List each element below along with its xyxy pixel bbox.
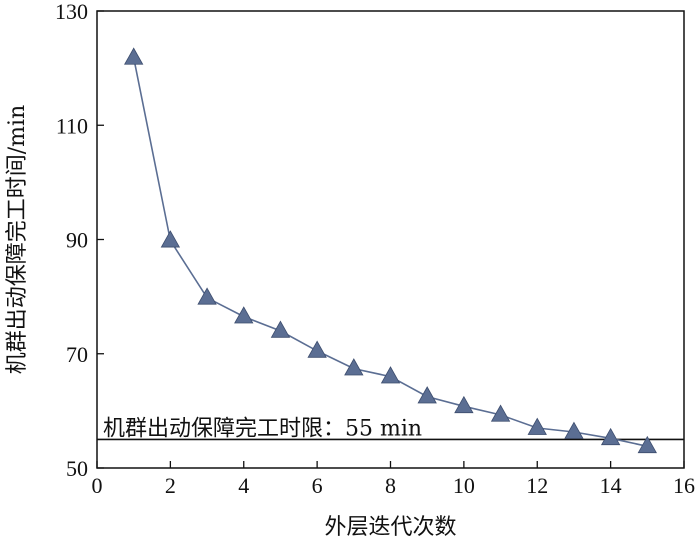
ticks-layer: 0 2 4 6 8 10 12 14 16 50 70 90 110 130 <box>55 0 695 498</box>
data-point-marker <box>564 421 584 439</box>
x-tick-label: 2 <box>165 473 176 498</box>
series-line <box>132 57 648 448</box>
y-tick-label: 50 <box>66 456 88 481</box>
data-point-marker <box>270 320 291 338</box>
data-point-marker <box>344 358 364 376</box>
x-tick-label: 14 <box>600 473 622 498</box>
data-point-marker <box>160 230 181 248</box>
x-tick-label: 0 <box>92 473 103 498</box>
x-tick-label: 16 <box>673 473 695 498</box>
data-point-marker <box>637 435 657 454</box>
x-tick-label: 8 <box>385 473 396 498</box>
y-axis-title: 机群出动保障完工时间/min <box>5 105 30 374</box>
x-tick-label: 6 <box>312 473 323 498</box>
data-point-marker <box>124 47 144 65</box>
x-tick-label: 10 <box>453 473 475 498</box>
data-point-marker <box>307 340 327 358</box>
x-tick-label: 12 <box>526 473 548 498</box>
data-point-marker <box>527 417 547 435</box>
y-tick-label: 110 <box>56 113 88 138</box>
series-layer <box>124 47 657 454</box>
y-tick-label: 70 <box>66 342 88 367</box>
data-point-marker <box>234 306 254 324</box>
plot-area-frame <box>96 10 685 469</box>
data-point-marker <box>197 287 217 305</box>
reference-line-layer: 机群出动保障完工时限：55 min <box>97 416 684 441</box>
data-point-marker <box>380 366 401 384</box>
deadline-annotation: 机群出动保障完工时限：55 min <box>103 416 422 441</box>
x-axis-title: 外层迭代次数 <box>324 515 456 540</box>
data-point-marker <box>417 386 437 404</box>
data-point-marker <box>490 404 511 422</box>
y-tick-label: 90 <box>66 228 88 253</box>
x-tick-label: 4 <box>238 473 249 498</box>
data-point-marker <box>600 427 621 446</box>
y-tick-label: 130 <box>55 0 88 24</box>
data-point-marker <box>454 395 474 414</box>
